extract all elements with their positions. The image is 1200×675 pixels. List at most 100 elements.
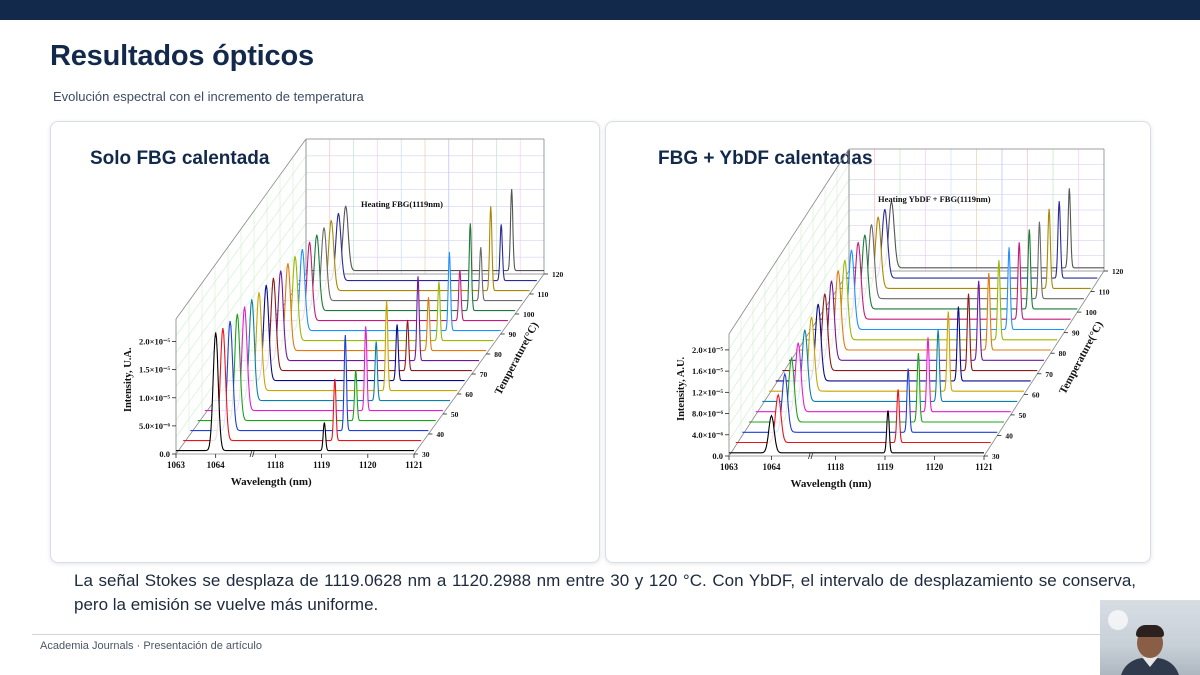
z-tick-label: 60 — [1032, 390, 1040, 399]
chart-fbg: 0.0 5.0×10⁻⁶ 1.0×10⁻⁵ 1.5×10⁻⁵ 2.0×10⁻⁵ 1063 1… — [123, 138, 564, 488]
spectrum-line — [742, 368, 998, 433]
spectrum-line — [306, 189, 544, 272]
webcam-light — [1108, 610, 1128, 630]
x-tick-label: 1121 — [975, 462, 993, 472]
x-tick-label: 1118 — [267, 460, 285, 470]
slide-title: Resultados ópticos — [50, 40, 314, 72]
y-axis-label: Intensity, A.U. — [676, 356, 687, 421]
y-tick-label: 2.0×10⁻⁵ — [692, 345, 723, 355]
slide-caption: La señal Stokes se desplaza de 1119.0628… — [74, 571, 1136, 614]
webcam-person-collar — [1142, 657, 1158, 667]
top-bar — [0, 0, 1200, 20]
spectrum-line — [219, 292, 458, 392]
x-axis-label: Wavelength (nm) — [231, 476, 312, 488]
z-tick-label: 50 — [451, 410, 459, 419]
footer-text: Academia Journals · Presentación de artí… — [40, 640, 262, 652]
z-tick-label: 30 — [422, 450, 430, 459]
z-tick-label: 110 — [1099, 288, 1110, 297]
spectrum-line — [190, 320, 429, 432]
x-axis-break: // — [808, 451, 814, 461]
x-tick-label: 1120 — [926, 462, 944, 472]
y-tick-label: 1.2×10⁻⁵ — [692, 387, 723, 397]
x-axis-label: Wavelength (nm) — [791, 478, 872, 490]
y-tick-label: 0.0 — [159, 449, 170, 459]
y-tick-label: 1.0×10⁻⁵ — [139, 393, 170, 403]
panel-title-ybdf: FBG + YbDF calentadas — [658, 148, 873, 169]
spectrum-line — [762, 329, 1018, 402]
footer-divider — [32, 634, 1100, 635]
spectrum-line — [277, 223, 516, 312]
z-tick-label: 80 — [494, 350, 502, 359]
z-tick-label: 70 — [480, 370, 488, 379]
spectrum-line — [795, 270, 1051, 351]
spectrum-line — [233, 277, 472, 372]
x-tick-label: 1119 — [313, 460, 331, 470]
z-tick-label: 50 — [1019, 411, 1027, 420]
y-tick-label: 2.0×10⁻⁵ — [139, 337, 170, 347]
x-tick-label: 1119 — [876, 462, 894, 472]
webcam-feed — [1100, 600, 1200, 675]
spectrum-line — [255, 256, 494, 342]
x-tick-label: 1064 — [763, 462, 782, 472]
z-tick-label: 110 — [538, 290, 549, 299]
z-tick-label: 30 — [992, 452, 1000, 461]
spectrum-line — [212, 299, 451, 402]
y-tick-label: 8.0×10⁻⁶ — [692, 409, 723, 419]
y-tick-label: 1.6×10⁻⁵ — [692, 366, 723, 376]
x-tick-label: 1063 — [720, 462, 739, 472]
chart-frame-edge — [413, 273, 545, 455]
chart-frame-edge — [983, 270, 1105, 457]
chart-panel-fbg: Solo FBG calentada 0.0 5.0×10⁻⁶ 1.0×10⁻⁵ 1.… — [50, 121, 600, 563]
webcam-person-hair — [1136, 625, 1164, 637]
z-tick-label: 120 — [1112, 267, 1124, 276]
spectrum-line — [849, 188, 1104, 269]
spectrum-line — [291, 206, 530, 292]
slide-subtitle: Evolución espectral con el incremento de… — [53, 89, 364, 104]
spectrum-line — [735, 389, 991, 444]
z-tick-label: 70 — [1045, 370, 1053, 379]
spectrum-line — [176, 332, 414, 452]
z-tick-label: 120 — [552, 270, 564, 279]
panel-title-fbg: Solo FBG calentada — [90, 148, 270, 169]
chart-group: 0.0 5.0×10⁻⁶ 1.0×10⁻⁵ 1.5×10⁻⁵ 2.0×10⁻⁵ 1063 1… — [123, 138, 564, 488]
z-tick-label: 60 — [465, 390, 473, 399]
spectrum-line — [835, 208, 1091, 289]
x-tick-label: 1121 — [405, 460, 423, 470]
x-axis-break: // — [250, 449, 256, 459]
spectrum-line — [284, 227, 523, 302]
chart-title: Heating YbDF + FBG(1119nm) — [878, 194, 991, 204]
y-tick-label: 5.0×10⁻⁶ — [139, 421, 170, 431]
x-tick-label: 1063 — [167, 460, 186, 470]
y-tick-label: 0.0 — [712, 451, 723, 461]
z-tick-label: 100 — [523, 310, 535, 319]
z-tick-label: 40 — [1005, 431, 1013, 440]
chart-ybdf: 0.0 4.0×10⁻⁶ 8.0×10⁻⁶ 1.2×10⁻⁵ 1.6×10⁻⁵ 2.0×1… — [676, 148, 1124, 490]
chart-title: Heating FBG(1119nm) — [361, 199, 443, 209]
x-tick-label: 1120 — [359, 460, 377, 470]
spectrum-line — [183, 328, 422, 442]
y-axis-label: Intensity, U.A. — [123, 347, 134, 412]
z-tick-label: 80 — [1059, 349, 1067, 358]
z-tick-label: 90 — [1072, 329, 1080, 338]
z-tick-label: 100 — [1085, 308, 1097, 317]
spectrum-line — [298, 212, 537, 282]
chart-group: 0.0 4.0×10⁻⁶ 8.0×10⁻⁶ 1.2×10⁻⁵ 1.6×10⁻⁵ 2.0×1… — [676, 148, 1124, 490]
chart-frame-edge — [728, 148, 850, 335]
x-tick-label: 1064 — [207, 460, 226, 470]
spectrum-line — [782, 293, 1038, 372]
z-tick-label: 40 — [436, 430, 444, 439]
spectrum-line — [755, 337, 1011, 413]
y-tick-label: 4.0×10⁻⁶ — [692, 430, 723, 440]
spectrum-line — [241, 270, 479, 362]
spectrum-line — [729, 410, 984, 454]
chart-frame-edge — [175, 138, 307, 320]
y-tick-label: 1.5×10⁻⁵ — [139, 365, 170, 375]
spectrum-line — [775, 303, 1031, 382]
spectrum-line — [269, 241, 508, 322]
z-tick-label: 90 — [509, 330, 517, 339]
spectrum-line — [822, 229, 1078, 310]
spectrum-line — [842, 201, 1098, 279]
chart-panel-ybdf: FBG + YbDF calentadas 0.0 4.0×10⁻⁶ 8.0×10⁻… — [605, 121, 1151, 563]
spectrum-line — [262, 248, 501, 332]
x-tick-label: 1118 — [827, 462, 845, 472]
